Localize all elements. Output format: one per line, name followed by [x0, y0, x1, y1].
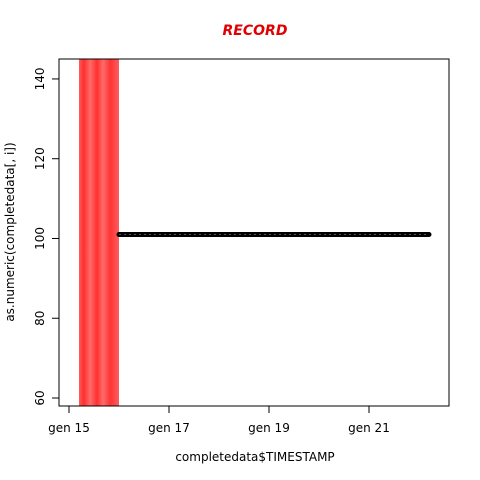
x-tick-label: gen 19 — [248, 421, 290, 435]
x-tick-label: gen 15 — [48, 421, 90, 435]
y-tick-label: 120 — [33, 147, 47, 170]
x-tick-label: gen 17 — [148, 421, 190, 435]
y-tick-label: 60 — [33, 390, 47, 405]
y-tick-label: 140 — [33, 67, 47, 90]
x-axis-label: completedata$TIMESTAMP — [175, 450, 334, 464]
x-axis: gen 15 gen 17 gen 19 gen 21 — [48, 405, 390, 435]
highlight-band-layer — [79, 59, 119, 406]
y-tick-label: 80 — [33, 311, 47, 326]
y-tick-label: 100 — [33, 227, 47, 250]
x-tick-label: gen 21 — [348, 421, 390, 435]
y-axis: 60 80 100 120 140 — [33, 67, 60, 406]
y-axis-label: as.numeric(completedata[, i]) — [3, 142, 17, 321]
chart-title: RECORD — [223, 23, 288, 39]
highlight-band — [79, 59, 119, 406]
